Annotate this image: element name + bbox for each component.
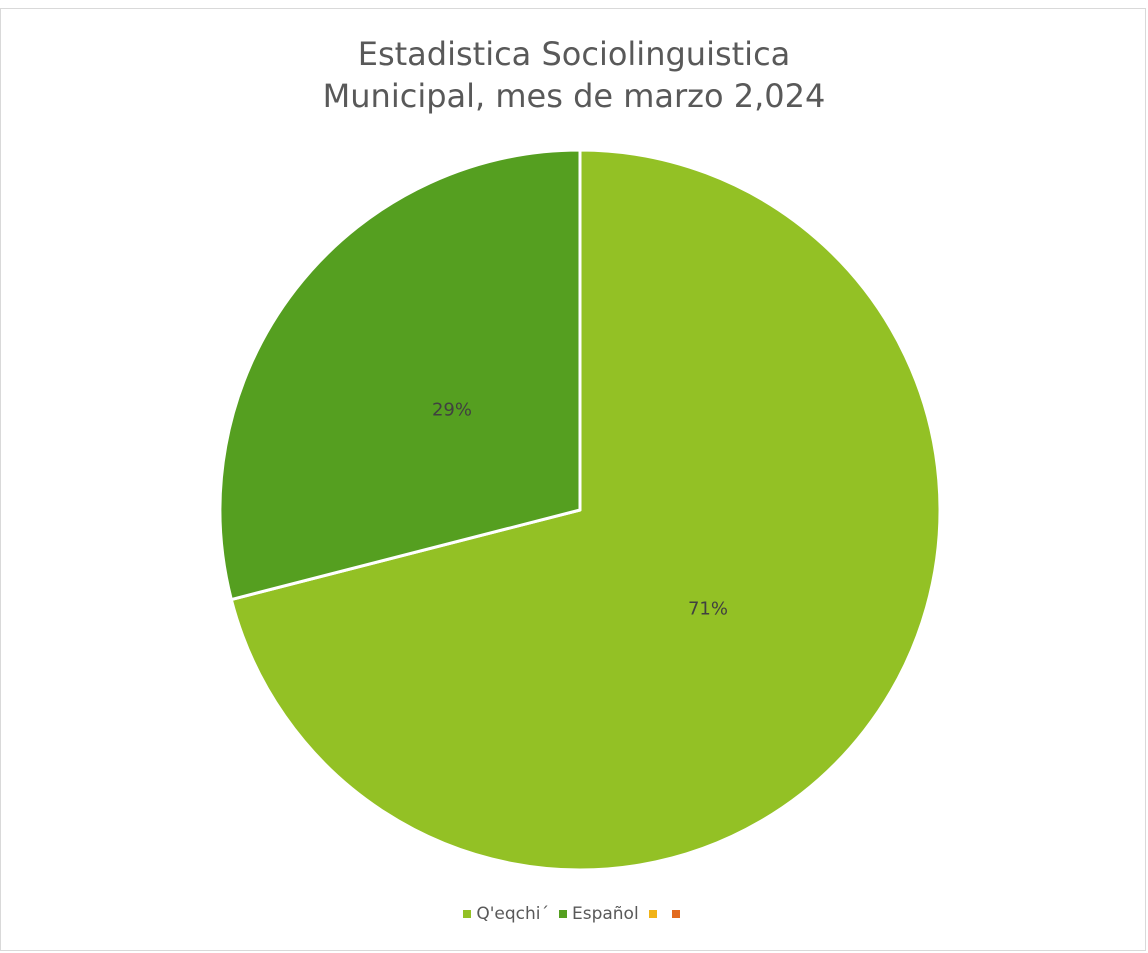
legend-label-1: Q'eqchi´: [476, 904, 549, 924]
legend-swatch-1: [463, 910, 472, 918]
data-label-2: 29%: [432, 400, 472, 421]
legend: Q'eqchi´ Español: [0, 903, 1148, 924]
chart-title-line-2: Municipal, mes de marzo 2,024: [322, 77, 826, 115]
legend-item-2: Español: [558, 904, 639, 924]
chart-title-line-1: Estadistica Sociolinguistica: [357, 35, 791, 73]
legend-item-1: Q'eqchi´: [463, 904, 549, 924]
legend-swatch-2: [558, 910, 567, 918]
pie-slice-1: [229, 148, 942, 872]
legend-swatch-4: [671, 910, 680, 918]
pie-slice-2: [218, 148, 582, 602]
legend-item-3: [648, 910, 662, 918]
legend-label-2: Español: [571, 904, 639, 924]
chart-title: Estadistica Sociolinguistica Municipal, …: [0, 33, 1148, 117]
data-label-1: 71%: [688, 598, 728, 619]
legend-item-4: [671, 910, 685, 918]
legend-swatch-3: [648, 910, 657, 918]
